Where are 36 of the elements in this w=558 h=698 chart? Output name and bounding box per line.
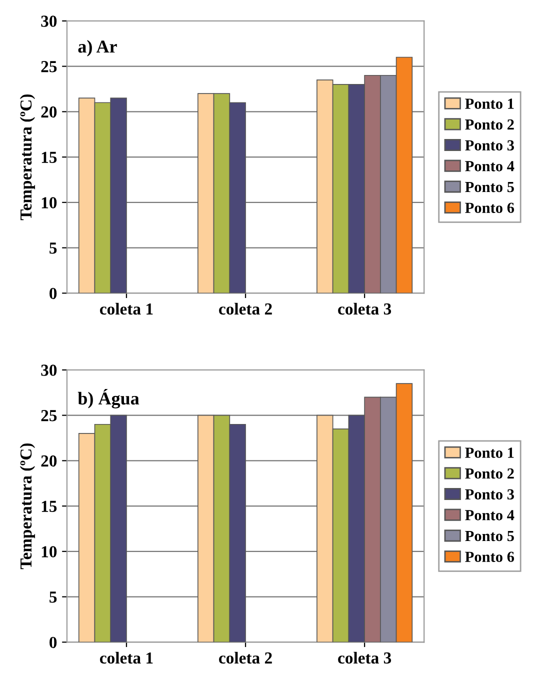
text: b) Água bbox=[78, 388, 140, 408]
legend-label: Ponto 2 bbox=[465, 468, 514, 479]
legend-label: Ponto 5 bbox=[465, 182, 514, 192]
y-tick-label: 25 bbox=[41, 410, 57, 422]
y-axis-title: Temperatura (ºC) bbox=[20, 94, 36, 220]
x-tick-label: coleta 1 bbox=[100, 302, 153, 315]
y-tick-label: 10 bbox=[42, 546, 57, 558]
x-tick-label: coleta 3 bbox=[338, 302, 392, 315]
legend-label: Ponto 5 bbox=[465, 531, 514, 542]
y-tick-label: 0 bbox=[50, 636, 57, 648]
y-tick-label: 5 bbox=[50, 592, 57, 603]
y-tick-label: 20 bbox=[41, 455, 57, 467]
x-tick-label: coleta 2 bbox=[219, 652, 272, 664]
legend-label: Ponto 1 bbox=[465, 448, 514, 458]
x-tick-label: coleta 1 bbox=[100, 652, 153, 664]
y-tick-label: 25 bbox=[41, 61, 57, 72]
legend-label: Ponto 4 bbox=[465, 510, 514, 520]
x-tick-label: coleta 2 bbox=[219, 302, 272, 315]
x-tick-label: coleta 3 bbox=[338, 652, 392, 664]
y-tick-label: 10 bbox=[42, 197, 57, 208]
text: a) Ar bbox=[78, 40, 117, 56]
legend-label: Ponto 6 bbox=[465, 552, 514, 562]
y-axis-title: Temperatura (ºC) bbox=[20, 443, 36, 570]
y-tick-label: 20 bbox=[41, 106, 57, 118]
legend-label: Ponto 3 bbox=[465, 489, 514, 500]
legend-label: Ponto 4 bbox=[465, 161, 514, 172]
legend-label: Ponto 2 bbox=[465, 119, 514, 130]
y-tick-label: 0 bbox=[50, 288, 57, 300]
y-tick-label: 5 bbox=[50, 242, 57, 254]
legend-label: Ponto 3 bbox=[465, 140, 514, 151]
legend-label: Ponto 6 bbox=[465, 202, 514, 213]
y-tick-label: 15 bbox=[42, 152, 57, 163]
y-tick-label: 15 bbox=[42, 500, 57, 512]
y-tick-label: 30 bbox=[41, 364, 57, 376]
y-tick-label: 30 bbox=[41, 16, 57, 27]
legend-label: Ponto 1 bbox=[465, 98, 514, 109]
